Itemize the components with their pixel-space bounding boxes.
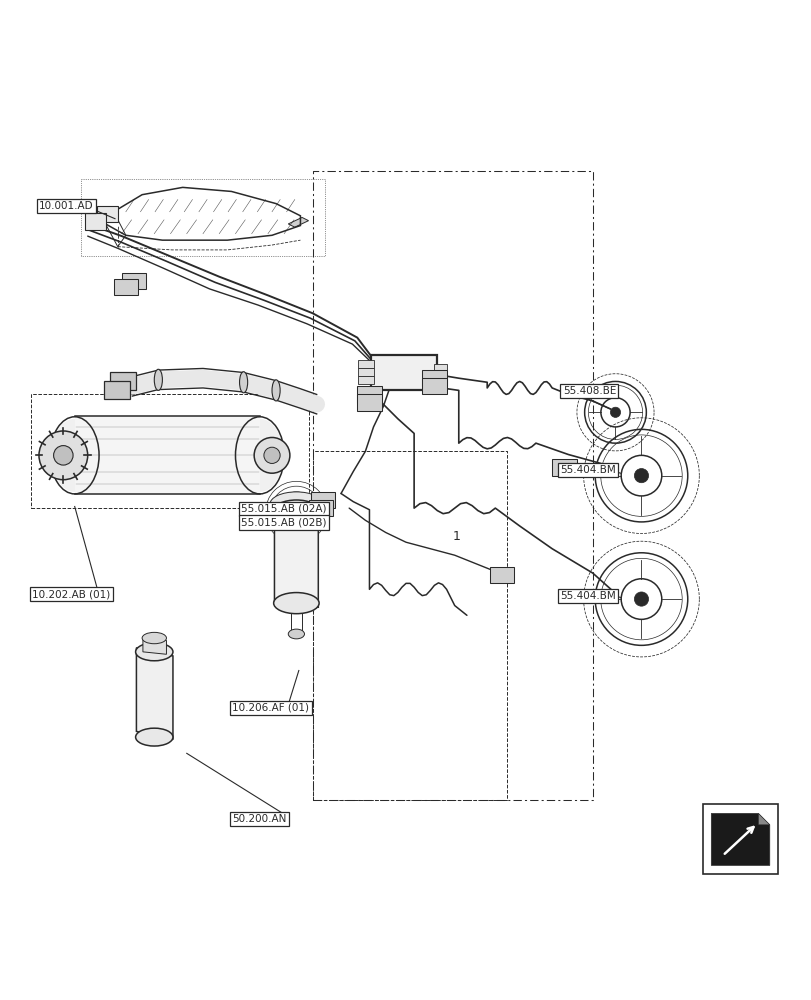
Circle shape bbox=[254, 437, 290, 473]
Text: 55.404.BM: 55.404.BM bbox=[560, 591, 616, 601]
FancyBboxPatch shape bbox=[371, 355, 436, 390]
Ellipse shape bbox=[51, 419, 98, 492]
Ellipse shape bbox=[135, 728, 173, 746]
Polygon shape bbox=[710, 813, 769, 865]
Text: 1: 1 bbox=[452, 530, 460, 543]
Ellipse shape bbox=[272, 380, 280, 401]
Circle shape bbox=[54, 446, 73, 465]
FancyBboxPatch shape bbox=[702, 804, 777, 874]
Polygon shape bbox=[757, 813, 769, 825]
FancyBboxPatch shape bbox=[85, 213, 106, 230]
FancyBboxPatch shape bbox=[357, 394, 381, 411]
Text: 55.015.AB (02A): 55.015.AB (02A) bbox=[241, 504, 326, 514]
FancyBboxPatch shape bbox=[433, 375, 446, 385]
FancyBboxPatch shape bbox=[433, 364, 446, 374]
Polygon shape bbox=[143, 638, 166, 654]
FancyBboxPatch shape bbox=[551, 459, 576, 476]
Text: 55.404.BM: 55.404.BM bbox=[560, 465, 616, 475]
Text: 50.200.AN: 50.200.AN bbox=[232, 814, 286, 824]
Circle shape bbox=[39, 431, 88, 480]
FancyBboxPatch shape bbox=[104, 381, 130, 399]
Circle shape bbox=[633, 592, 648, 606]
FancyBboxPatch shape bbox=[358, 376, 374, 384]
FancyBboxPatch shape bbox=[358, 368, 374, 376]
Ellipse shape bbox=[288, 629, 304, 639]
Circle shape bbox=[264, 447, 280, 463]
Ellipse shape bbox=[269, 492, 322, 516]
Text: 55.015.AB (02B): 55.015.AB (02B) bbox=[241, 518, 326, 528]
Circle shape bbox=[610, 407, 620, 417]
FancyBboxPatch shape bbox=[308, 500, 333, 516]
Ellipse shape bbox=[236, 419, 283, 492]
Ellipse shape bbox=[154, 369, 162, 390]
FancyBboxPatch shape bbox=[489, 567, 513, 583]
FancyBboxPatch shape bbox=[358, 360, 374, 368]
Ellipse shape bbox=[135, 643, 173, 661]
Polygon shape bbox=[75, 416, 260, 494]
FancyBboxPatch shape bbox=[357, 386, 381, 403]
FancyBboxPatch shape bbox=[422, 370, 446, 386]
FancyBboxPatch shape bbox=[114, 279, 138, 295]
FancyBboxPatch shape bbox=[422, 378, 446, 394]
FancyBboxPatch shape bbox=[122, 273, 146, 289]
Text: 10.202.AB (01): 10.202.AB (01) bbox=[32, 589, 110, 599]
Polygon shape bbox=[136, 648, 173, 740]
FancyBboxPatch shape bbox=[109, 372, 135, 390]
Circle shape bbox=[633, 469, 648, 483]
Ellipse shape bbox=[239, 372, 247, 393]
Polygon shape bbox=[288, 217, 308, 227]
Text: 55.408.BE: 55.408.BE bbox=[562, 386, 616, 396]
Polygon shape bbox=[274, 510, 318, 607]
FancyBboxPatch shape bbox=[311, 492, 335, 508]
Text: 10.001.AD: 10.001.AD bbox=[39, 201, 93, 211]
Ellipse shape bbox=[142, 632, 166, 644]
Ellipse shape bbox=[273, 593, 319, 614]
Ellipse shape bbox=[273, 500, 319, 521]
FancyBboxPatch shape bbox=[97, 206, 118, 222]
Text: 10.206.AF (01): 10.206.AF (01) bbox=[232, 703, 309, 713]
